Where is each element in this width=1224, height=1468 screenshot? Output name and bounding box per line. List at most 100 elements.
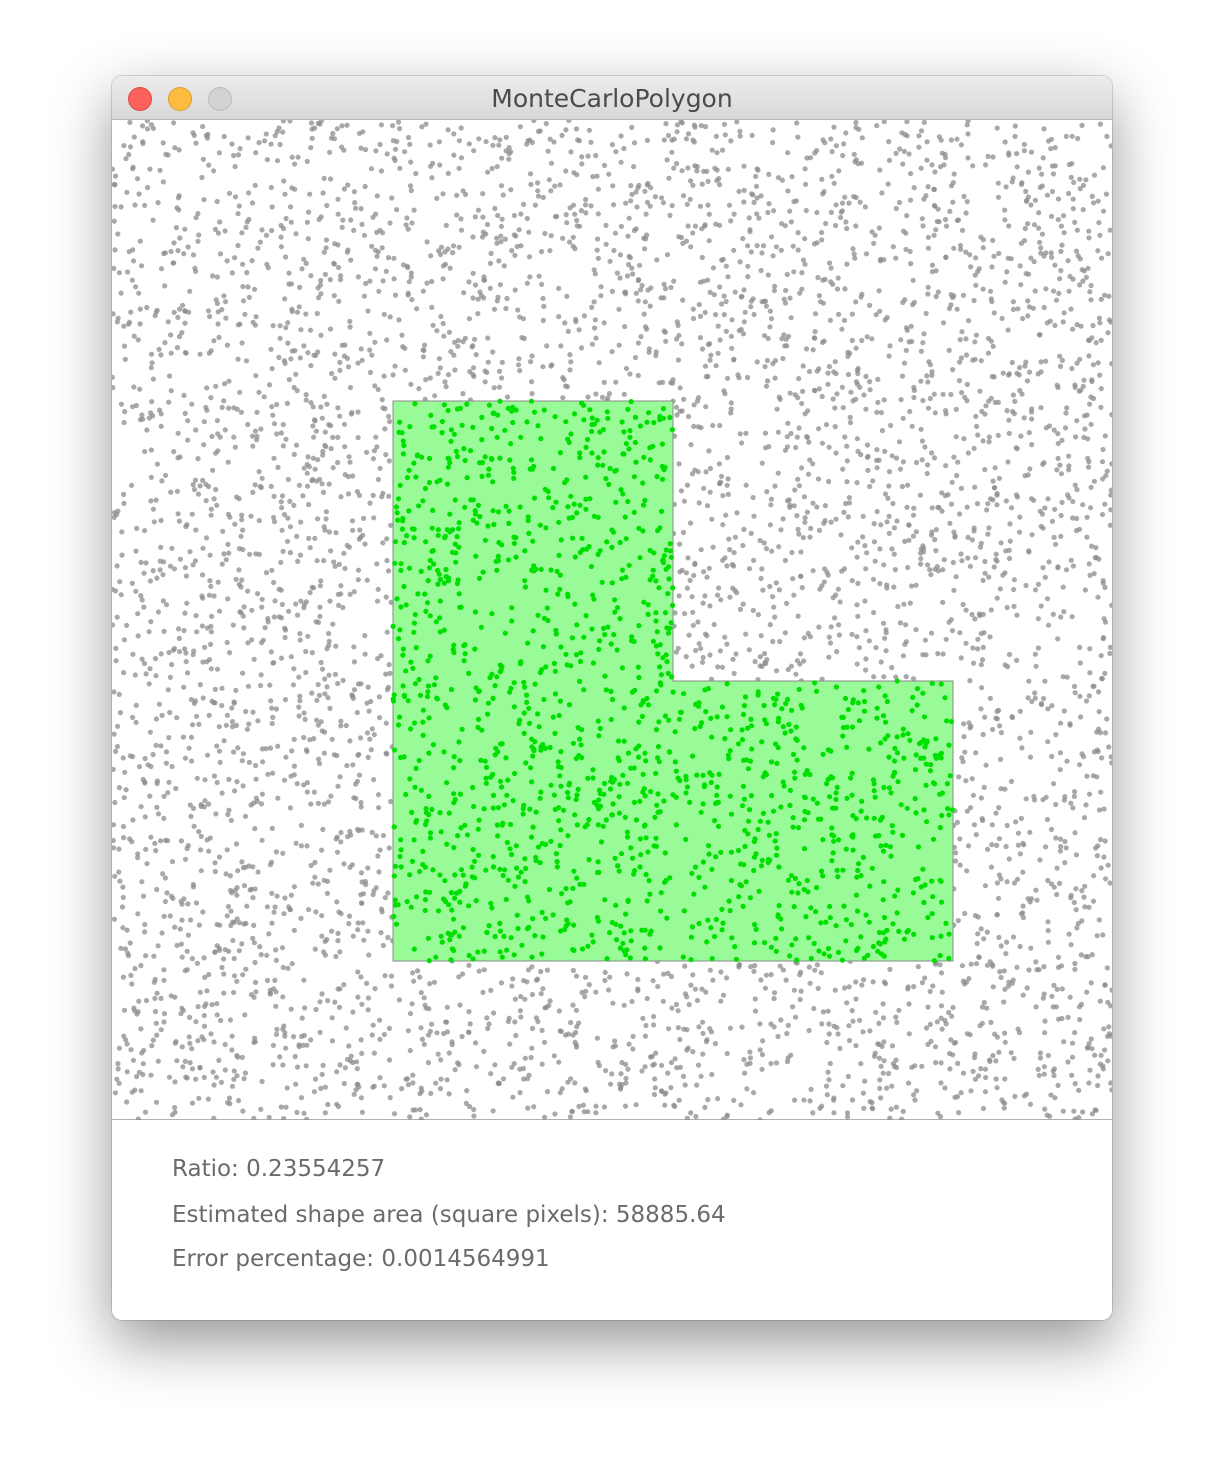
close-window-button[interactable] — [128, 87, 152, 111]
outside-point — [445, 127, 451, 133]
outside-point — [138, 962, 144, 969]
outside-point — [759, 1052, 766, 1058]
outside-point — [290, 1034, 297, 1040]
zoom-window-button[interactable] — [208, 87, 232, 111]
outside-point — [139, 412, 145, 418]
outside-point — [804, 434, 810, 440]
outside-point — [831, 124, 837, 130]
outside-point — [539, 281, 545, 287]
outside-point — [318, 578, 324, 584]
outside-point — [950, 199, 956, 205]
outside-point — [479, 234, 486, 240]
outside-point — [231, 973, 238, 979]
outside-point — [512, 996, 518, 1002]
outside-point — [771, 990, 778, 996]
outside-point — [345, 247, 351, 253]
outside-point — [790, 576, 796, 582]
outside-point — [1065, 1014, 1071, 1021]
outside-point — [1011, 577, 1018, 583]
outside-point — [120, 755, 126, 761]
inside-point — [485, 711, 491, 717]
title-bar[interactable]: MonteCarloPolygon — [112, 76, 1112, 120]
outside-point — [154, 778, 160, 784]
outside-point — [820, 300, 827, 306]
outside-point — [552, 183, 558, 189]
outside-point — [365, 865, 371, 871]
outside-point — [765, 272, 771, 278]
outside-point — [206, 350, 212, 356]
outside-point — [236, 567, 242, 573]
outside-point — [542, 1114, 548, 1120]
outside-point — [143, 997, 150, 1004]
outside-point — [852, 159, 858, 165]
outside-point — [946, 305, 953, 312]
outside-point — [1003, 184, 1009, 190]
outside-point — [209, 1002, 215, 1008]
outside-point — [1073, 886, 1079, 892]
outside-point — [1022, 225, 1028, 232]
outside-point — [487, 260, 494, 266]
minimize-window-button[interactable] — [168, 87, 192, 111]
outside-point — [874, 508, 880, 515]
outside-point — [292, 1053, 298, 1060]
outside-point — [282, 1033, 288, 1039]
outside-point — [171, 449, 177, 455]
outside-point — [935, 651, 941, 657]
outside-point — [460, 339, 466, 345]
outside-point — [405, 292, 411, 298]
outside-point — [278, 499, 284, 505]
outside-point — [731, 670, 737, 677]
outside-point — [338, 273, 344, 279]
outside-point — [968, 961, 974, 967]
outside-point — [941, 557, 947, 563]
inside-point — [618, 487, 624, 493]
outside-point — [625, 1066, 631, 1072]
outside-point — [832, 615, 838, 621]
outside-point — [251, 922, 257, 929]
outside-point — [1065, 258, 1071, 264]
outside-point — [681, 498, 688, 504]
outside-point — [645, 287, 651, 293]
outside-point — [982, 411, 988, 417]
outside-point — [243, 708, 249, 715]
outside-point — [598, 284, 604, 290]
outside-point — [893, 205, 899, 212]
outside-point — [291, 502, 297, 508]
outside-point — [742, 309, 748, 315]
inside-point — [937, 825, 943, 831]
outside-point — [552, 1111, 558, 1117]
outside-point — [556, 314, 562, 320]
outside-point — [497, 282, 503, 288]
outside-point — [427, 375, 433, 381]
inside-point — [709, 734, 715, 740]
outside-point — [315, 722, 321, 728]
outside-point — [120, 925, 126, 931]
outside-point — [987, 634, 993, 640]
outside-point — [993, 1076, 999, 1082]
outside-point — [219, 307, 225, 313]
outside-point — [193, 215, 199, 221]
outside-point — [692, 223, 699, 229]
outside-point — [234, 494, 240, 500]
outside-point — [832, 424, 838, 430]
outside-point — [488, 1071, 494, 1077]
outside-point — [482, 379, 488, 385]
outside-point — [140, 893, 147, 899]
outside-point — [280, 129, 286, 135]
outside-point — [563, 168, 569, 174]
outside-point — [1017, 263, 1023, 269]
outside-point — [303, 392, 309, 398]
outside-point — [802, 261, 808, 267]
outside-point — [854, 367, 860, 373]
outside-point — [200, 123, 206, 130]
outside-point — [158, 352, 164, 358]
outside-point — [1106, 1024, 1112, 1030]
inside-point — [709, 866, 715, 872]
outside-point — [721, 293, 727, 299]
outside-point — [217, 251, 224, 257]
outside-point — [728, 138, 734, 144]
outside-point — [193, 613, 199, 619]
outside-point — [207, 552, 213, 558]
outside-point — [121, 637, 127, 643]
outside-point — [891, 525, 898, 531]
